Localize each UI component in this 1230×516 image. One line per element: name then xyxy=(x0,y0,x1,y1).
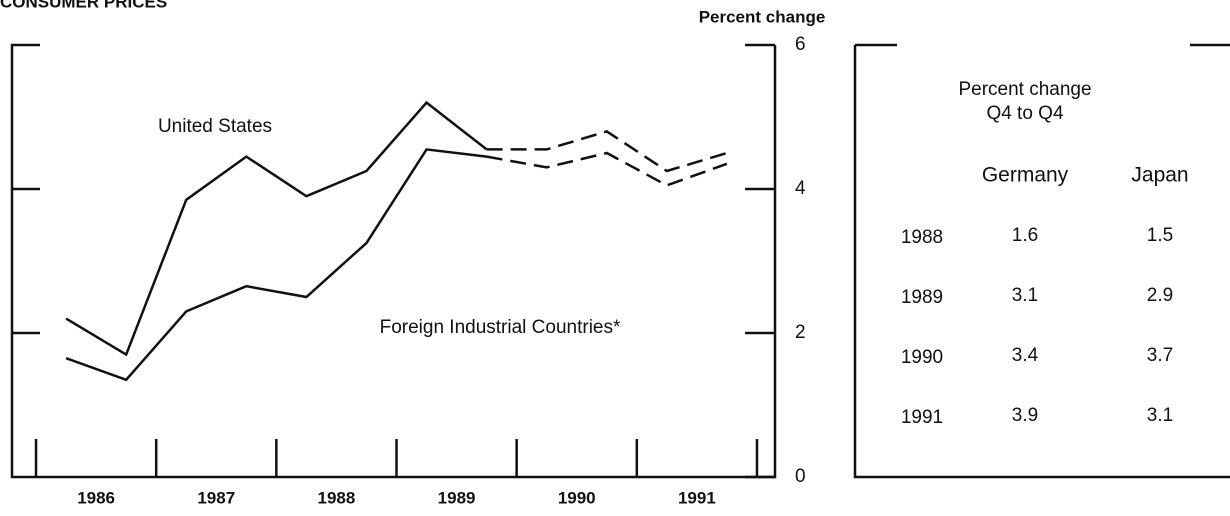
x-tick-label: 1986 xyxy=(77,488,115,507)
y-tick-label: 4 xyxy=(795,178,806,199)
series-line-projected xyxy=(486,130,728,173)
y-tick-label: 2 xyxy=(795,322,806,343)
x-tick-label: 1991 xyxy=(678,488,716,507)
table-title: Percent change xyxy=(958,79,1091,100)
table-cell: 2.9 xyxy=(1147,285,1173,306)
table-cell: 1989 xyxy=(901,287,943,308)
table-cell: 1988 xyxy=(901,227,943,248)
y-tick-label: 6 xyxy=(795,34,806,55)
table-cell: 1991 xyxy=(901,407,943,428)
x-tick-label: 1988 xyxy=(318,488,356,507)
series-annotation: Foreign Industrial Countries* xyxy=(380,317,621,338)
y-axis-label: Percent change xyxy=(699,7,826,26)
frame xyxy=(10,43,1230,479)
table-header: Germany xyxy=(982,164,1069,187)
table-cell: 3.9 xyxy=(1012,405,1038,426)
y-tick-label: 0 xyxy=(795,466,806,487)
table-title: Q4 to Q4 xyxy=(986,103,1064,124)
table-cell: 1.5 xyxy=(1147,225,1173,246)
x-tick-label: 1990 xyxy=(558,488,596,507)
table-cell: 3.7 xyxy=(1147,345,1173,366)
chart-title: CONSUMER PRICES xyxy=(0,0,167,11)
table-cell: 1990 xyxy=(901,347,943,368)
table-header: Japan xyxy=(1131,164,1188,187)
series-line-projected xyxy=(486,151,728,187)
table-cell: 3.4 xyxy=(1012,345,1039,366)
series-line xyxy=(65,148,487,382)
table-cell: 3.1 xyxy=(1147,405,1173,426)
x-tick-label: 1989 xyxy=(438,488,476,507)
series-line xyxy=(65,100,488,357)
table-cell: 1.6 xyxy=(1012,225,1038,246)
table-cell: 3.1 xyxy=(1012,285,1038,306)
series-annotation: United States xyxy=(158,116,272,137)
x-tick-label: 1987 xyxy=(197,488,235,507)
